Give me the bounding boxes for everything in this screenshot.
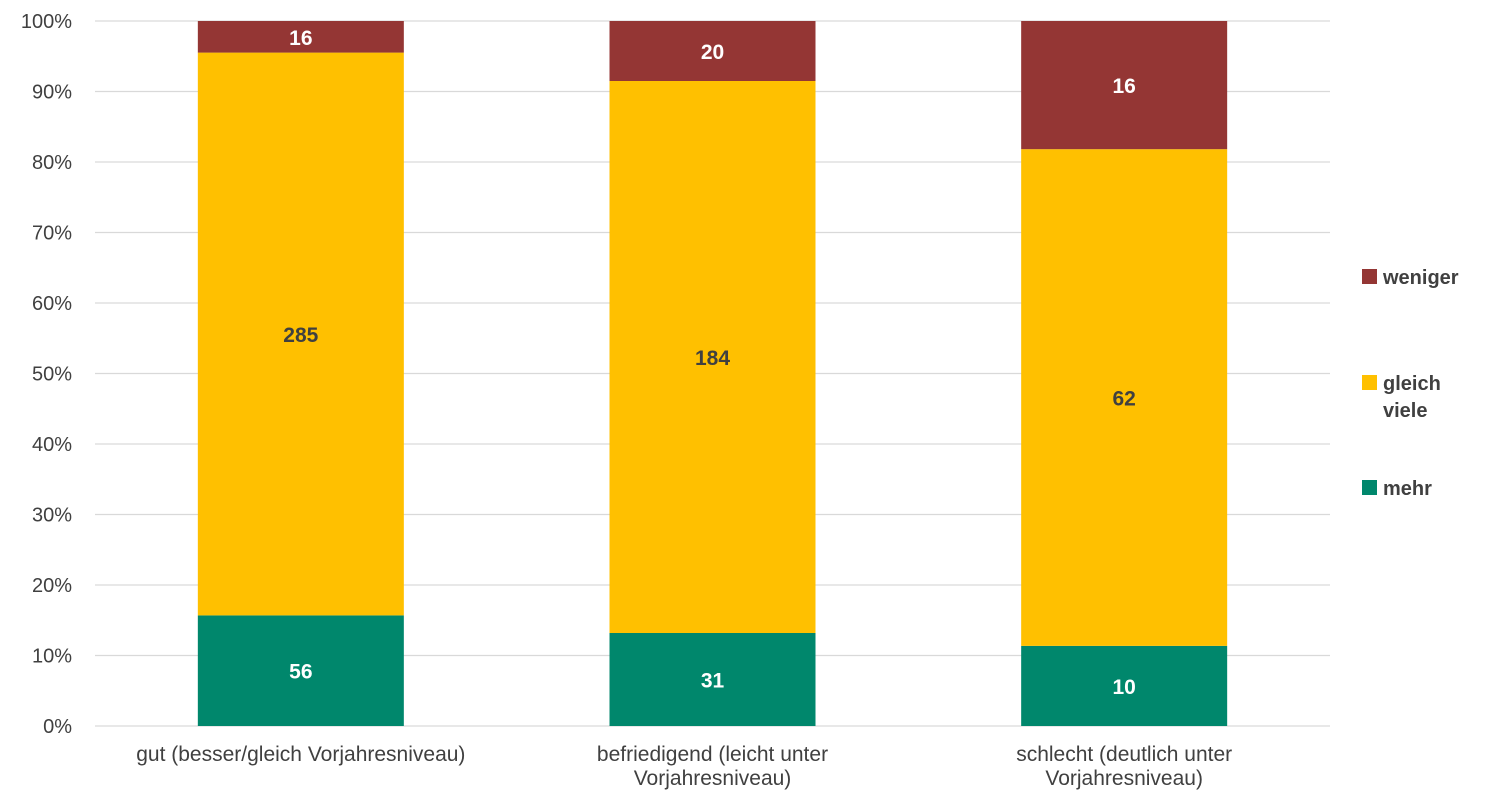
- data-label: 16: [289, 27, 312, 50]
- x-category-label: Vorjahresniveau): [1045, 767, 1203, 790]
- data-label: 56: [289, 661, 312, 684]
- y-tick-label: 90%: [32, 82, 72, 104]
- y-tick-label: 100%: [21, 11, 72, 33]
- bar-segment: [609, 21, 816, 81]
- legend-label: viele: [1383, 400, 1427, 422]
- data-label: 285: [283, 324, 318, 347]
- data-label: 20: [701, 41, 724, 64]
- data-label: 31: [701, 670, 725, 693]
- bar-segment: [609, 633, 816, 726]
- bar-segment: [1021, 149, 1228, 646]
- data-label: 10: [1112, 676, 1135, 699]
- bar-segment: [609, 81, 816, 633]
- data-label: 62: [1112, 388, 1135, 411]
- data-label: 184: [695, 347, 730, 370]
- legend-swatch: [1362, 269, 1377, 284]
- bar-segment: [197, 21, 404, 53]
- legend: weniger gleich viele mehr: [1362, 267, 1459, 500]
- y-tick-label: 40%: [32, 434, 72, 456]
- legend-swatch: [1362, 480, 1377, 495]
- data-label: 16: [1112, 75, 1135, 98]
- legend-swatch: [1362, 375, 1377, 390]
- bar-segment: [1021, 21, 1228, 150]
- x-category-label: gut (besser/gleich Vorjahresniveau): [136, 743, 465, 766]
- y-axis-ticks: 0% 10% 20% 30% 40% 50% 60% 70% 80% 90% 100%: [21, 11, 72, 738]
- bar-segment: [197, 615, 404, 726]
- y-tick-label: 70%: [32, 223, 72, 245]
- y-tick-label: 50%: [32, 364, 72, 386]
- x-category-label: befriedigend (leicht unter: [597, 743, 828, 766]
- legend-label: gleich: [1383, 373, 1441, 395]
- y-tick-label: 80%: [32, 152, 72, 174]
- bar-segment: [1021, 645, 1228, 726]
- x-category-label: schlecht (deutlich unter: [1016, 743, 1232, 766]
- legend-label: mehr: [1383, 478, 1432, 500]
- x-category-label: Vorjahresniveau): [634, 767, 792, 790]
- x-axis-labels: gut (besser/gleich Vorjahresniveau) befri…: [136, 743, 1232, 790]
- y-tick-label: 0%: [43, 716, 72, 738]
- y-tick-label: 10%: [32, 646, 72, 668]
- y-tick-label: 20%: [32, 575, 72, 597]
- bars: 56 285 16 31 184 20 10 62 16: [197, 21, 1228, 726]
- y-tick-label: 60%: [32, 293, 72, 315]
- bar-segment: [197, 52, 404, 616]
- y-tick-label: 30%: [32, 505, 72, 527]
- legend-label: weniger: [1382, 267, 1459, 289]
